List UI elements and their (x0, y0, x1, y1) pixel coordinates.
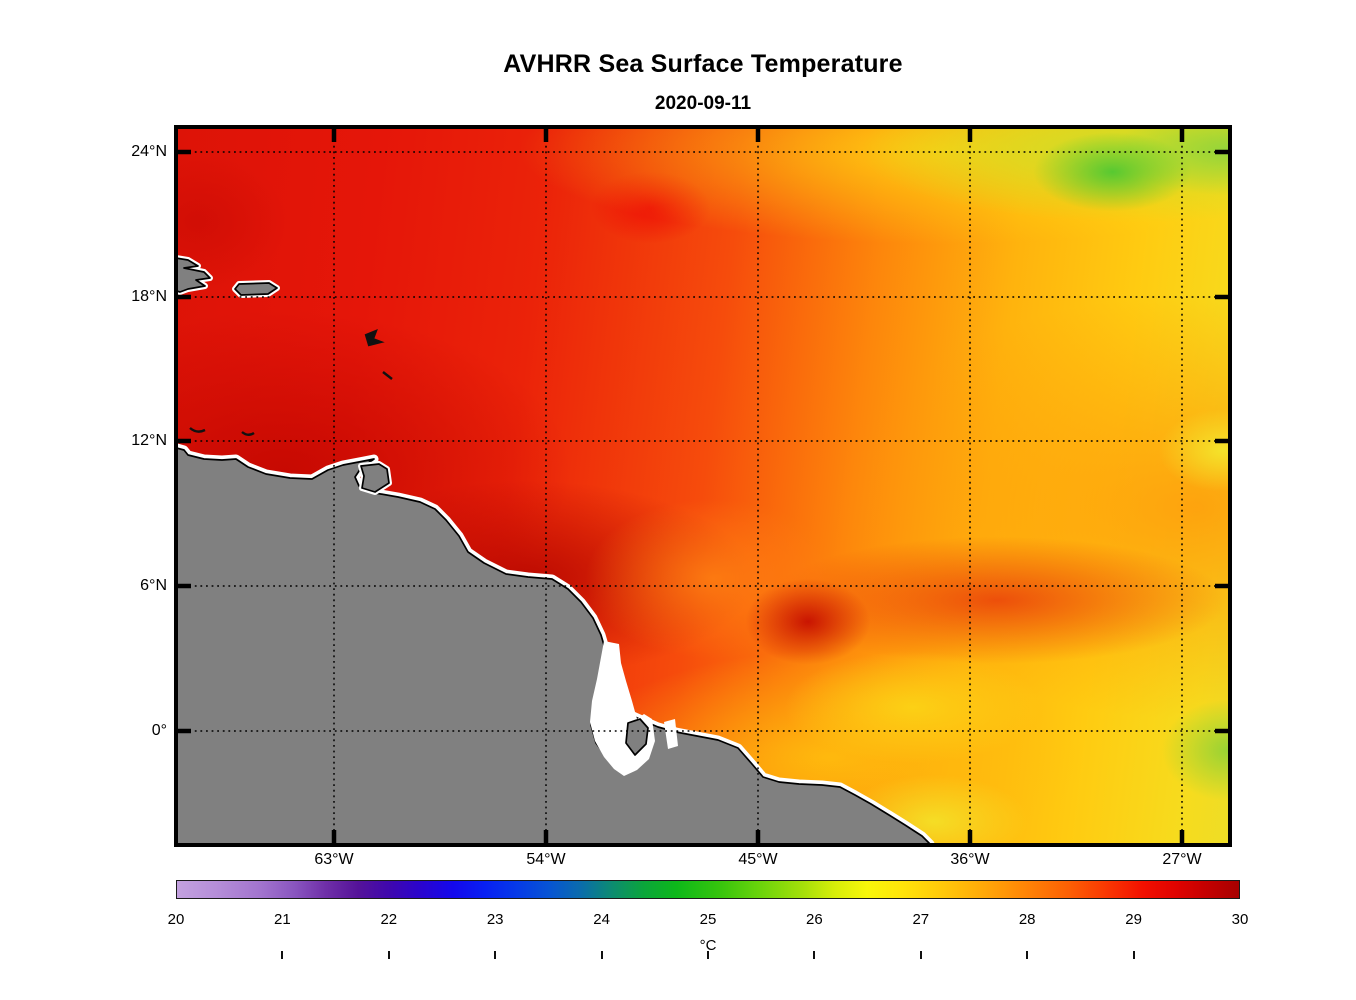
y-tick-label-12n: 12°N (131, 432, 167, 449)
estuary-side-channel (664, 719, 678, 749)
colorbar-tickmark (600, 951, 603, 959)
y-tick-label-18n: 18°N (131, 288, 167, 305)
islet-near-left-edge (189, 427, 206, 433)
axis-tick-marks (178, 129, 1228, 843)
colorbar-tickmark (813, 951, 816, 959)
colorbar-unit-label: °C (699, 937, 717, 954)
landmass-layer (178, 255, 935, 843)
colorbar-tickmark (387, 951, 390, 959)
x-tick-label-54w: 54°W (526, 851, 566, 868)
island-hispaniola-tip (178, 257, 211, 293)
colorbar-tick-label: 24 (593, 911, 610, 928)
island-trinidad (360, 463, 390, 493)
colorbar-tick-label: 21 (274, 911, 291, 928)
colorbar-tickmark (1132, 951, 1135, 959)
colorbar-gradient (176, 880, 1240, 899)
y-tick-label-24n: 24°N (131, 143, 167, 160)
colorbar-tick-label: 20 (167, 911, 185, 928)
colorbar-tickmark (281, 951, 284, 959)
colorbar-tick-label: 29 (1125, 911, 1142, 928)
x-tick-label-27w: 27°W (1162, 851, 1202, 868)
y-tick-label-6n: 6°N (140, 577, 167, 594)
colorbar-tick-label: 30 (1231, 911, 1249, 928)
colorbar: 20 21 22 23 24 25 26 27 28 29 30 °C (168, 880, 1248, 960)
colorbar-tick-label: 27 (912, 911, 930, 928)
colorbar-tickmark (494, 951, 497, 959)
colorbar-tick-label: 23 (486, 911, 504, 928)
island-puerto-rico (234, 282, 278, 296)
graticule-gridlines (178, 129, 1228, 843)
x-tick-label-63w: 63°W (314, 851, 354, 868)
islet-grenada (241, 431, 255, 436)
colorbar-tick-label: 28 (1018, 911, 1036, 928)
islet-lesser-antilles-2 (382, 371, 393, 380)
colorbar-tickmark (919, 951, 922, 959)
x-tick-label-36w: 36°W (950, 851, 990, 868)
page-title: AVHRR Sea Surface Temperature (503, 50, 903, 78)
estuary-island (625, 718, 649, 756)
colorbar-tickmark (1026, 951, 1029, 959)
date-subtitle: 2020-09-11 (654, 93, 752, 114)
colorbar-tick-label: 26 (806, 911, 823, 928)
y-tick-label-0: 0° (151, 722, 167, 739)
colorbar-tick-label: 22 (380, 911, 398, 928)
map-plot-area (174, 125, 1232, 847)
colorbar-tick-label: 25 (699, 911, 717, 928)
map-overlay-svg (178, 129, 1228, 843)
x-tick-label-45w: 45°W (738, 851, 778, 868)
colorbar-tickmark (707, 951, 709, 959)
islet-lesser-antilles-1 (364, 329, 385, 347)
